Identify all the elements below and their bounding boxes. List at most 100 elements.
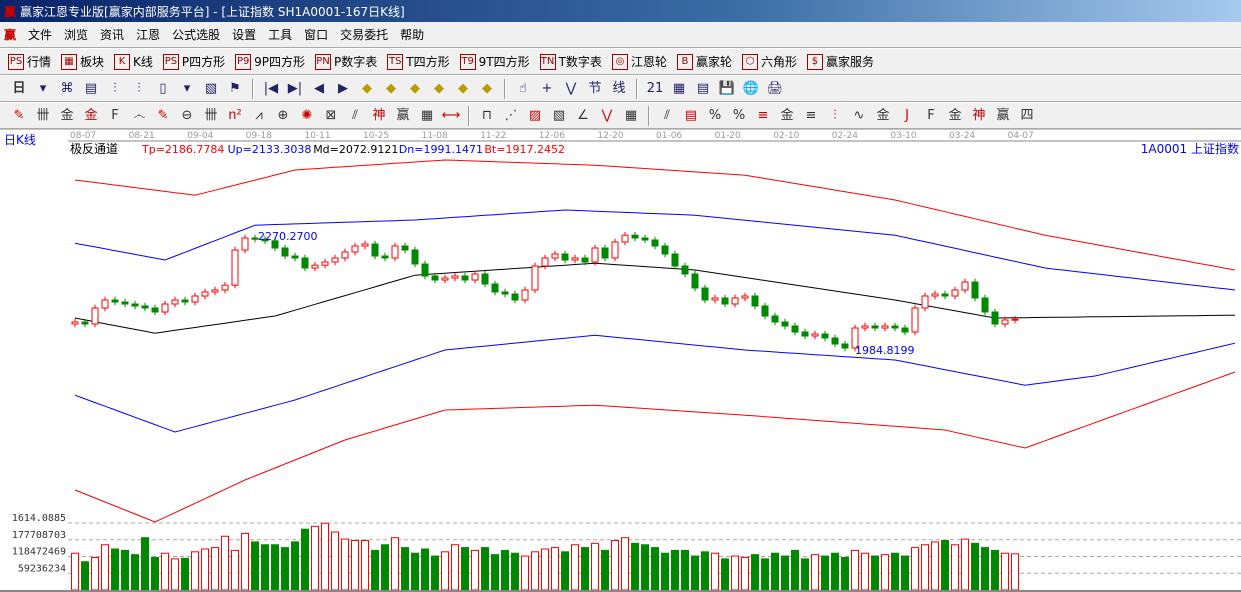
winner-service-button[interactable]: $ 赢家服务 [806,53,874,70]
tool-icon[interactable]: ▤ [84,80,98,96]
9t-square-button[interactable]: T9 9T四方形 [459,53,530,70]
menu-item[interactable]: 公式选股 [172,28,221,42]
draw-tool-icon[interactable]: ▧ [552,107,566,123]
draw-tool-icon[interactable]: ▦ [420,107,434,123]
draw-tool-icon[interactable]: % [732,107,746,123]
draw-tool-icon[interactable]: ▨ [528,107,542,123]
tool-icon[interactable]: 💾 [718,80,736,96]
tool-icon[interactable]: 🖨 [766,80,784,96]
tool-icon[interactable]: ☝ [519,80,527,96]
tool-icon[interactable]: ◆ [362,80,372,96]
t-square-button[interactable]: TS T四方形 [387,53,450,70]
draw-tool-icon[interactable]: ∿ [853,107,865,123]
draw-tool-icon[interactable]: n² [228,107,242,123]
draw-tool-icon[interactable]: ⋰ [504,107,518,123]
draw-tool-icon[interactable]: ⫽ [664,107,670,123]
tool-icon[interactable]: 节 [588,80,602,96]
draw-tool-icon[interactable]: ෴ [132,107,146,123]
period-selector[interactable]: 日 [12,80,26,96]
draw-tool-icon[interactable]: 四 [1020,107,1034,123]
tool-icon[interactable]: ◆ [434,80,444,96]
sectors-button[interactable]: ▦ 板块 [61,53,104,70]
tool-icon[interactable]: ▧ [204,80,218,96]
tool-icon[interactable]: ▶| [287,80,303,96]
draw-tool-icon[interactable]: 神 [972,107,986,123]
draw-tool-icon[interactable]: 金 [948,107,962,123]
draw-tool-icon[interactable]: ✎ [13,107,25,123]
menu-item[interactable]: 资讯 [100,28,125,42]
gann-wheel-button[interactable]: ◎ 江恩轮 [611,53,667,70]
draw-tool-icon[interactable]: 赢 [996,107,1010,123]
p-square-button[interactable]: PS P四方形 [162,53,225,70]
draw-tool-icon[interactable]: ⋁ [601,107,613,123]
tool-icon[interactable]: 线 [612,80,626,96]
draw-tool-icon[interactable]: ⊠ [325,107,337,123]
draw-tool-icon[interactable]: ✎ [157,107,169,123]
9p-square-button[interactable]: P9 9P四方形 [235,53,305,70]
draw-tool-icon[interactable]: J [905,107,909,123]
draw-tool-icon[interactable]: ⊕ [277,107,289,123]
draw-tool-icon[interactable]: 金 [84,107,98,123]
button-label: P数字表 [334,55,378,69]
tool-icon[interactable]: ▯ [159,80,167,96]
tool-icon[interactable]: |◀ [263,80,279,96]
tool-icon[interactable]: ▤ [696,80,710,96]
tool-icon[interactable]: ▶ [338,80,348,96]
quotes-button[interactable]: PS 行情 [8,53,51,70]
draw-tool-icon[interactable]: 赢 [396,107,410,123]
draw-tool-icon[interactable]: 神 [372,107,386,123]
tool-icon[interactable]: + [541,80,553,96]
tool-icon[interactable]: ◆ [386,80,396,96]
draw-tool-icon[interactable]: 金 [60,107,74,123]
draw-tool-icon[interactable]: F [927,107,935,123]
draw-tool-icon[interactable]: ▤ [684,107,698,123]
winner-wheel-button[interactable]: B 赢家轮 [676,53,732,70]
menu-item[interactable]: 浏览 [64,28,89,42]
draw-tool-icon[interactable]: 卌 [204,107,218,123]
menu-item[interactable]: 设置 [232,28,257,42]
menu-item[interactable]: 交易委托 [340,28,389,42]
tool-icon[interactable]: ◀ [314,80,324,96]
t-number-table-button[interactable]: TN T数字表 [539,53,602,70]
tool-icon[interactable]: ⫶ [113,80,117,96]
draw-tool-icon[interactable]: ≡ [805,107,817,123]
tool-icon[interactable]: 21 [646,80,664,96]
tool-icon[interactable]: ⚑ [229,80,241,96]
tool-icon[interactable]: ⋁ [565,80,577,96]
menu-item[interactable]: 帮助 [400,28,425,42]
draw-tool-icon[interactable]: F [111,107,119,123]
menu-item[interactable]: 窗口 [304,28,329,42]
tool-icon[interactable]: ◆ [410,80,420,96]
tool-icon[interactable]: ⫶ [137,80,141,96]
tool-icon[interactable]: ◆ [458,80,468,96]
draw-tool-icon[interactable]: ⫶ [833,107,837,123]
draw-tool-icon[interactable]: 金 [876,107,890,123]
kline-button[interactable]: K K线 [114,53,153,70]
menu-item[interactable]: 江恩 [136,28,161,42]
draw-tool-icon[interactable]: % [708,107,722,123]
menu-item[interactable]: 文件 [28,28,53,42]
draw-tool-icon[interactable]: ≡ [757,107,769,123]
draw-tool-icon[interactable]: ⟷ [441,107,461,123]
date-tick: 09-04 [187,131,213,141]
draw-tool-icon[interactable]: ✺ [301,107,313,123]
tool-icon[interactable]: 🌐 [742,80,760,96]
draw-tool-icon[interactable]: ∠ [577,107,589,123]
draw-tool-icon[interactable]: ⊖ [181,107,193,123]
tool-icon[interactable]: ⌘ [60,80,74,96]
tool-icon[interactable]: ◆ [482,80,492,96]
hexagon-button[interactable]: ⬡ 六角形 [741,53,797,70]
draw-tool-icon[interactable]: 卌 [36,107,50,123]
draw-tool-icon[interactable]: 金 [780,107,794,123]
volume-bar [101,544,109,591]
draw-tool-icon[interactable]: ⊓ [481,107,493,123]
draw-tool-icon[interactable]: ⫽ [352,107,358,123]
tool-icon[interactable]: ▾ [183,80,191,96]
menu-item[interactable]: 工具 [268,28,293,42]
p-number-table-button[interactable]: PN P数字表 [315,53,377,70]
draw-tool-icon[interactable]: ▦ [624,107,638,123]
kline-chart[interactable]: 08-07 08-21 09-04 09-18 10-11 10-25 11-08 11-22… [0,129,1241,592]
draw-tool-icon[interactable]: ⩘ [255,107,263,123]
tool-icon[interactable]: ▾ [39,80,47,96]
tool-icon[interactable]: ▦ [672,80,686,96]
